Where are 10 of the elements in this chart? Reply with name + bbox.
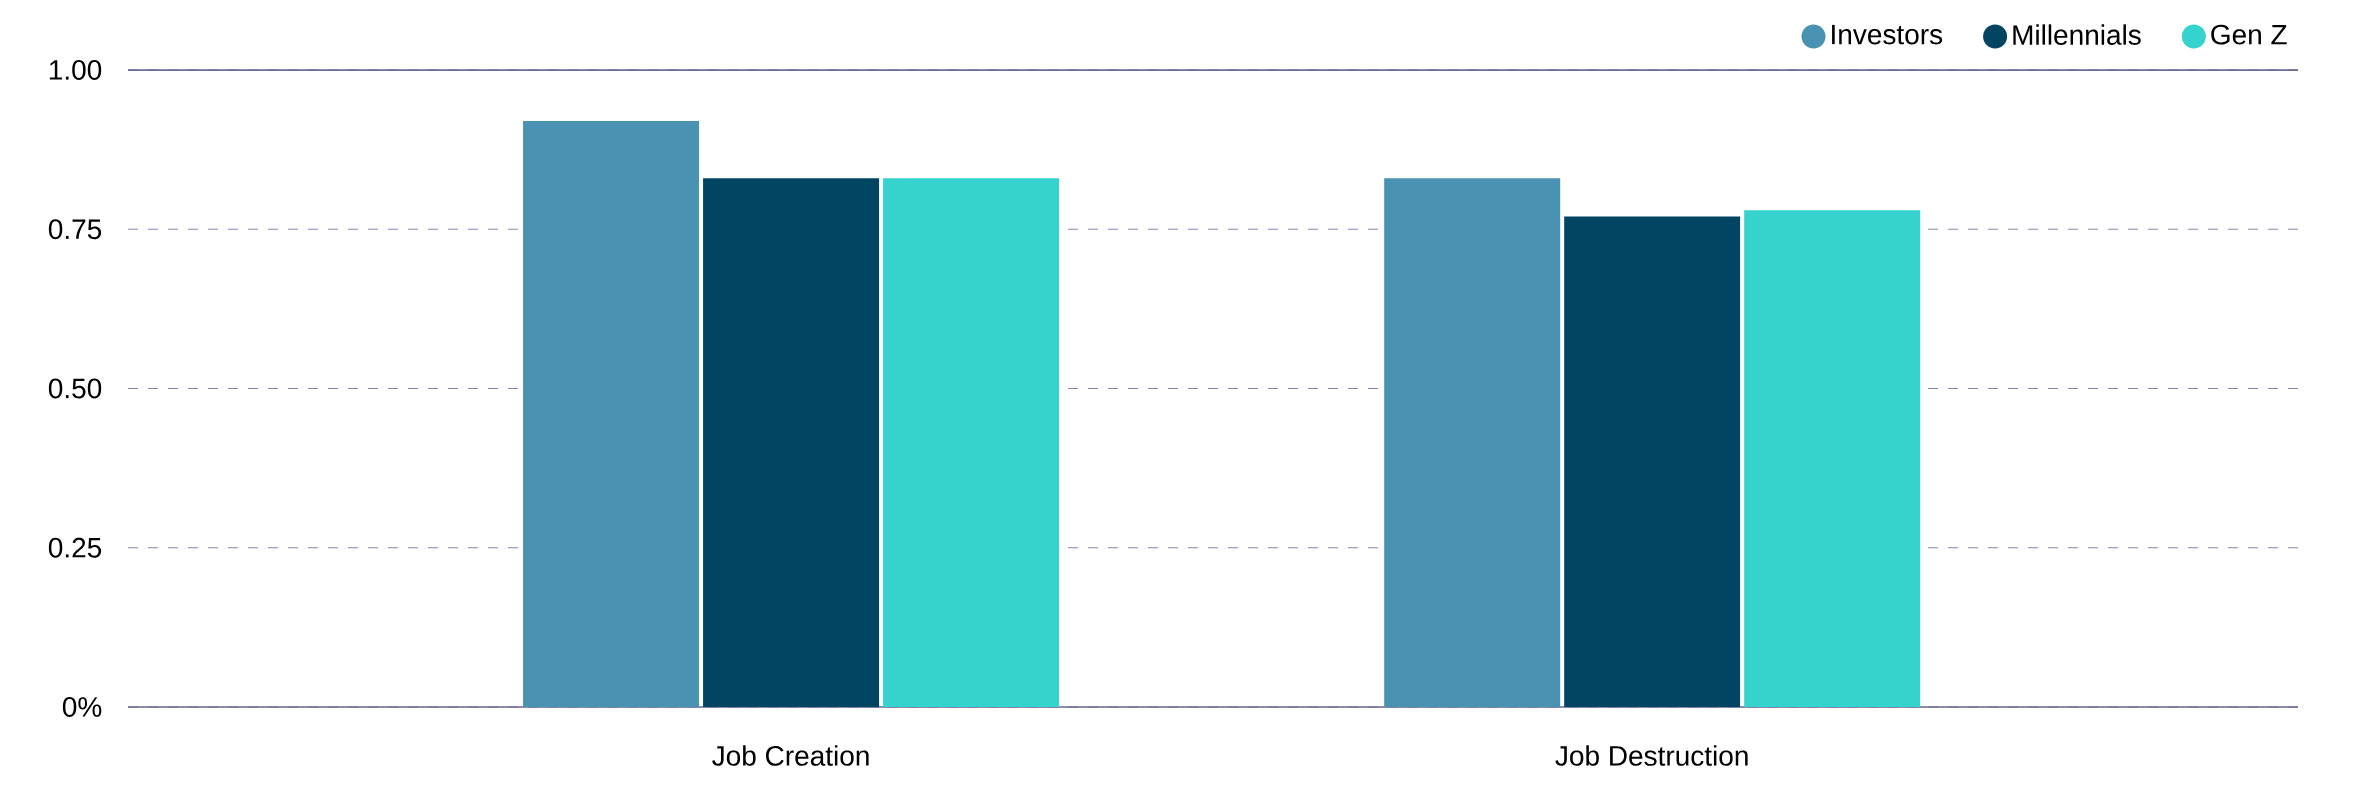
legend-label: Gen Z bbox=[2211, 24, 2287, 45]
y-tick-label: 0.25 bbox=[48, 537, 102, 558]
legend-label: Investors bbox=[1832, 24, 1943, 45]
y-tick-label: 0.75 bbox=[48, 219, 102, 240]
y-tick-label: 1.00 bbox=[49, 60, 102, 80]
legend-label: Millennials bbox=[2013, 24, 2141, 45]
x-tick-label: Job Destruction bbox=[1555, 745, 1748, 766]
x-tick-label: Job Creation bbox=[712, 745, 869, 766]
y-tick-label: 0.50 bbox=[48, 378, 102, 399]
y-tick-label: 0% bbox=[62, 697, 102, 717]
